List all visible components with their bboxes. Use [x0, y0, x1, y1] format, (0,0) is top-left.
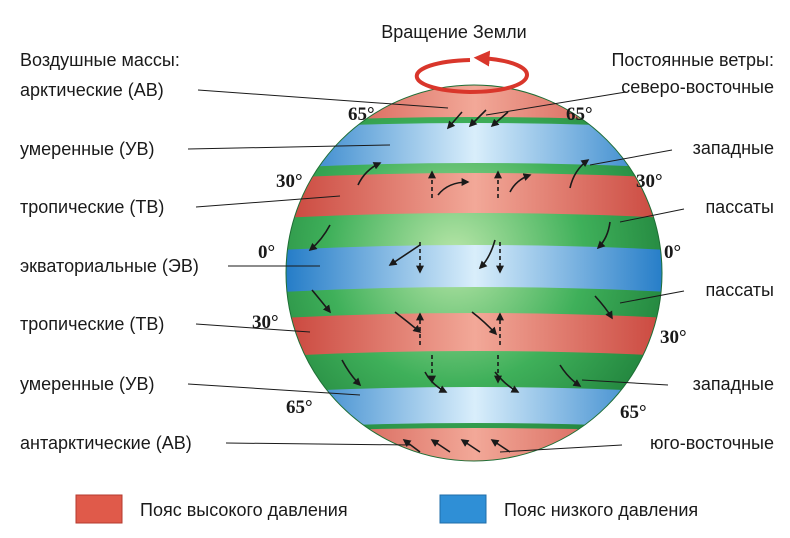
right-leaders — [485, 91, 685, 453]
latitude-label: 65° — [348, 104, 375, 125]
latitude-label: 30° — [252, 312, 279, 333]
legend-swatch-high — [75, 494, 123, 524]
legend-swatch-low — [439, 494, 487, 524]
latitude-label: 30° — [636, 171, 663, 192]
wind-label: пассаты — [705, 197, 774, 217]
band-south-temperate-low — [286, 387, 662, 428]
latitude-label: 65° — [566, 104, 593, 125]
legend: Пояс высокого давления Пояс низкого давл… — [75, 494, 698, 524]
left-heading: Воздушные массы: — [20, 50, 180, 70]
air-mass-label: умеренные (УВ) — [20, 139, 154, 159]
band-north-temperate-low — [286, 123, 662, 168]
wind-label: западные — [693, 374, 774, 394]
latitude-label: 65° — [286, 397, 313, 418]
wind-arrows — [308, 109, 613, 453]
rotation-arrow-icon — [414, 50, 529, 95]
globe — [286, 85, 662, 461]
right-heading: Постоянные ветры: — [611, 50, 774, 70]
wind-label: западные — [693, 138, 774, 158]
latitude-label: 65° — [620, 402, 647, 423]
air-mass-label: умеренные (УВ) — [20, 374, 154, 394]
title: Вращение Земли — [381, 22, 526, 42]
air-mass-label: антарктические (АВ) — [20, 433, 192, 453]
legend-label-high: Пояс высокого давления — [140, 500, 348, 520]
latitude-label: 0° — [664, 242, 681, 263]
air-mass-label: тропические (ТВ) — [20, 314, 164, 334]
latitude-label: 30° — [276, 171, 303, 192]
latitude-label: 30° — [660, 327, 687, 348]
left-leaders — [187, 89, 449, 446]
air-mass-label: арктические (АВ) — [20, 80, 164, 100]
wind-label: юго-восточные — [650, 433, 774, 453]
legend-label-low: Пояс низкого давления — [504, 500, 698, 520]
band-south-tropic-high — [286, 313, 662, 356]
latitude-label: 0° — [258, 242, 275, 263]
air-mass-label: тропические (ТВ) — [20, 197, 164, 217]
air-mass-label: экваториальные (ЭВ) — [20, 256, 199, 276]
band-equator-low — [286, 245, 662, 292]
wind-label: северо-восточные — [621, 77, 774, 97]
wind-label: пассаты — [705, 280, 774, 300]
band-north-tropic-high — [286, 173, 662, 218]
